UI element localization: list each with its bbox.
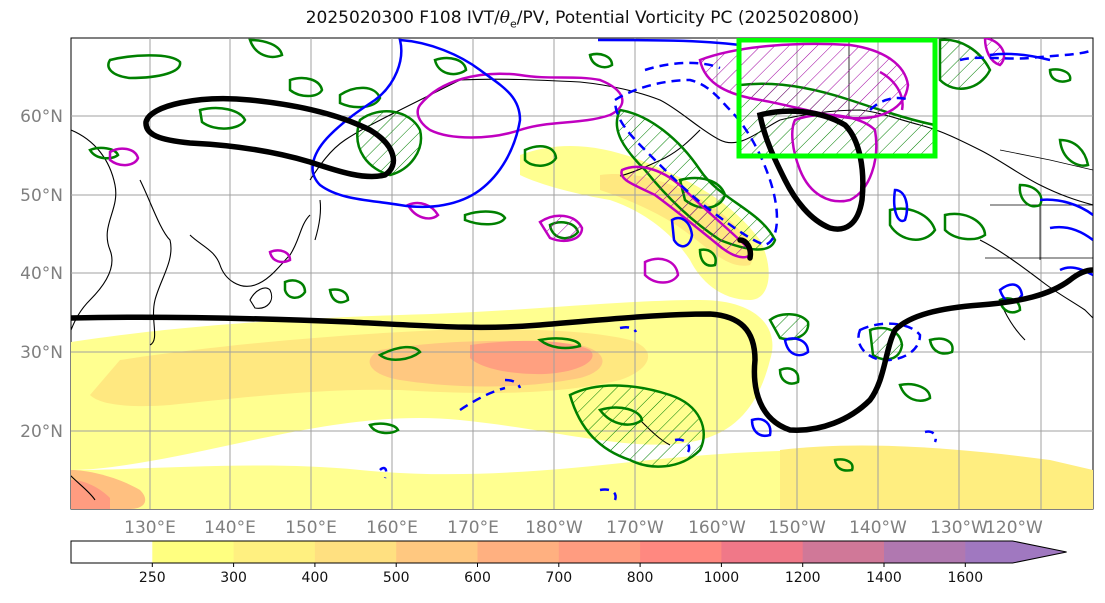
colorbar-swatch (640, 541, 722, 563)
lon-label: 170°W (606, 518, 664, 538)
colorbar-swatch (152, 541, 235, 563)
magenta-contours (108, 70, 904, 284)
map-title: 2025020300 F108 IVT/θe/PV, Potential Vor… (305, 8, 860, 31)
lon-label: 140°E (204, 518, 256, 538)
green-contours (88, 38, 1090, 472)
colorbar-label: 700 (545, 570, 572, 586)
lat-label: 60°N (20, 107, 63, 127)
lon-label: 130°E (124, 518, 176, 538)
colorbar-label: 400 (302, 570, 329, 586)
colorbar-label: 800 (627, 570, 654, 586)
colorbar-labels: 250 300 400 500 600 700 800 1000 1200 1400 1600 (139, 563, 983, 586)
lon-label: 130°W (930, 518, 988, 538)
lat-label: 50°N (20, 186, 63, 206)
lon-label: 170°E (447, 518, 499, 538)
lon-label: 180°W (525, 518, 583, 538)
colorbar-swatch (884, 541, 966, 563)
latitude-labels: 60°N 50°N 40°N 30°N 20°N (20, 107, 63, 442)
colorbar-swatch (965, 541, 1067, 563)
colorbar-outline (70, 540, 1067, 564)
colorbar-swatch (721, 541, 804, 563)
blue-dashed-contours (379, 48, 1093, 501)
colorbar-swatch (314, 541, 397, 563)
colorbar-label: 1200 (785, 570, 821, 586)
colorbar-swatch (71, 541, 153, 563)
lon-label: 120°W (985, 518, 1043, 538)
blue-contours (311, 38, 1093, 437)
colorbar-label: 600 (464, 570, 491, 586)
colorbar (70, 540, 1067, 564)
lon-label: 160°W (688, 518, 746, 538)
colorbar-swatch (477, 541, 560, 563)
colorbar-swatch (396, 541, 478, 563)
lon-label: 160°E (366, 518, 418, 538)
magenta-hatched-contours (538, 38, 1006, 259)
lat-label: 40°N (20, 264, 63, 284)
colorbar-swatch (558, 541, 641, 563)
colorbar-swatch (802, 541, 885, 563)
colorbar-label: 1600 (947, 570, 983, 586)
black-contours (71, 95, 1093, 433)
lon-label: 150°E (285, 518, 337, 538)
lon-label: 150°W (768, 518, 826, 538)
lat-label: 30°N (20, 343, 63, 363)
colorbar-label: 1000 (704, 570, 740, 586)
colorbar-label: 500 (383, 570, 410, 586)
lon-label: 140°W (849, 518, 907, 538)
target-region-box (736, 38, 938, 159)
longitude-labels: 130°E 140°E 150°E 160°E 170°E 180°W 170°… (124, 518, 1043, 538)
colorbar-label: 1400 (866, 570, 902, 586)
colorbar-label: 250 (139, 570, 166, 586)
colorbar-label: 300 (220, 570, 247, 586)
lat-label: 20°N (20, 422, 63, 442)
colorbar-swatch (233, 541, 316, 563)
